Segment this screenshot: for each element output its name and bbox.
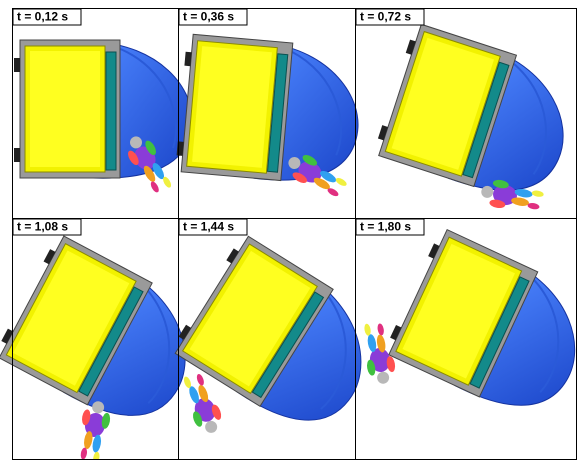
time-label: t = 0,36 s (183, 10, 234, 24)
panel-images (0, 22, 577, 460)
time-label: t = 1,80 s (360, 220, 411, 234)
time-label: t = 1,08 s (17, 220, 68, 234)
figure: t = 0,12 s t = 0,36 s t = 0,72 s t = 1,08 s… (0, 0, 577, 460)
time-label: t = 1,44 s (183, 220, 234, 234)
time-label: t = 0,12 s (17, 10, 68, 24)
time-label: t = 0,72 s (360, 10, 411, 24)
